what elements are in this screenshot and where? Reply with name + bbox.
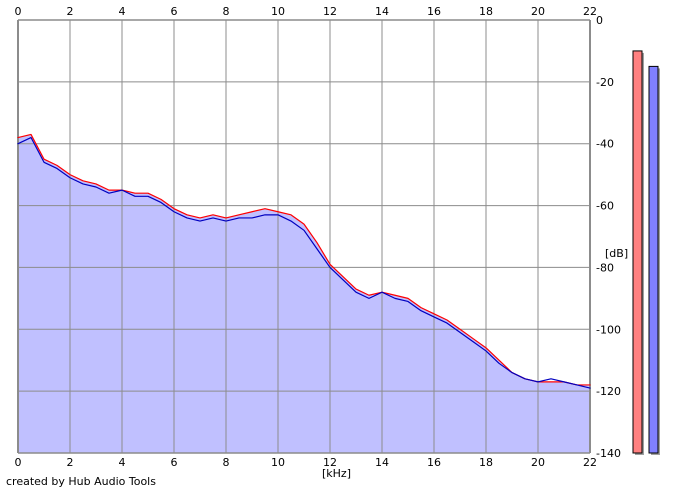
- x-tick-bottom-label: 20: [531, 456, 545, 469]
- y-axis-right: 0 -20 -40 -60 -80 -100 -120 -140: [596, 14, 621, 460]
- x-tick-top-label: 8: [223, 5, 230, 18]
- y-tick-label: -120: [596, 385, 621, 398]
- level-meter-left: [632, 50, 643, 454]
- x-tick-bottom-label: 0: [15, 456, 22, 469]
- y-tick-label: -80: [596, 261, 614, 274]
- y-axis-unit-label: [dB]: [605, 247, 628, 260]
- y-tick-label: 0: [596, 14, 603, 27]
- series-blue: [17, 136, 591, 389]
- series-layer: [17, 133, 591, 389]
- x-tick-bottom-label: 6: [171, 456, 178, 469]
- x-tick-top-label: 16: [427, 5, 441, 18]
- series-red: [17, 133, 591, 386]
- x-axis-bottom: 0 2 4 6 8 10 12 14 16 18 20 22: [15, 456, 598, 469]
- level-meters: [632, 50, 660, 456]
- x-tick-bottom-label: 2: [67, 456, 74, 469]
- x-tick-top-label: 6: [171, 5, 178, 18]
- x-tick-bottom-label: 22: [583, 456, 597, 469]
- y-tick-label: -140: [596, 447, 621, 460]
- x-tick-top-label: 10: [271, 5, 285, 18]
- grid-layer: [17, 19, 591, 454]
- x-tick-top-label: 18: [479, 5, 493, 18]
- x-tick-bottom-label: 8: [223, 456, 230, 469]
- x-tick-top-label: 22: [583, 5, 597, 18]
- y-tick-label: -60: [596, 200, 614, 213]
- x-axis-top: 0 2 4 6 8 10 12 14 16 18 20 22: [15, 5, 598, 18]
- x-tick-top-label: 4: [119, 5, 126, 18]
- x-tick-bottom-label: 14: [375, 456, 389, 469]
- x-tick-top-label: 12: [323, 5, 337, 18]
- x-axis-unit-label: [kHz]: [322, 467, 351, 480]
- x-tick-top-label: 20: [531, 5, 545, 18]
- y-tick-label: -20: [596, 76, 614, 89]
- x-tick-top-label: 0: [15, 5, 22, 18]
- y-tick-label: -100: [596, 323, 621, 336]
- x-tick-top-label: 14: [375, 5, 389, 18]
- x-tick-bottom-label: 10: [271, 456, 285, 469]
- y-tick-label: -40: [596, 138, 614, 151]
- x-tick-bottom-label: 12: [323, 456, 337, 469]
- level-meter-right: [648, 65, 659, 454]
- x-tick-bottom-label: 18: [479, 456, 493, 469]
- credit-text: created by Hub Audio Tools: [6, 475, 156, 488]
- x-tick-top-label: 2: [67, 5, 74, 18]
- spectrum-fill-layer: [18, 134, 590, 453]
- x-tick-bottom-label: 4: [119, 456, 126, 469]
- x-tick-bottom-label: 16: [427, 456, 441, 469]
- spectrum-fill: [18, 134, 590, 453]
